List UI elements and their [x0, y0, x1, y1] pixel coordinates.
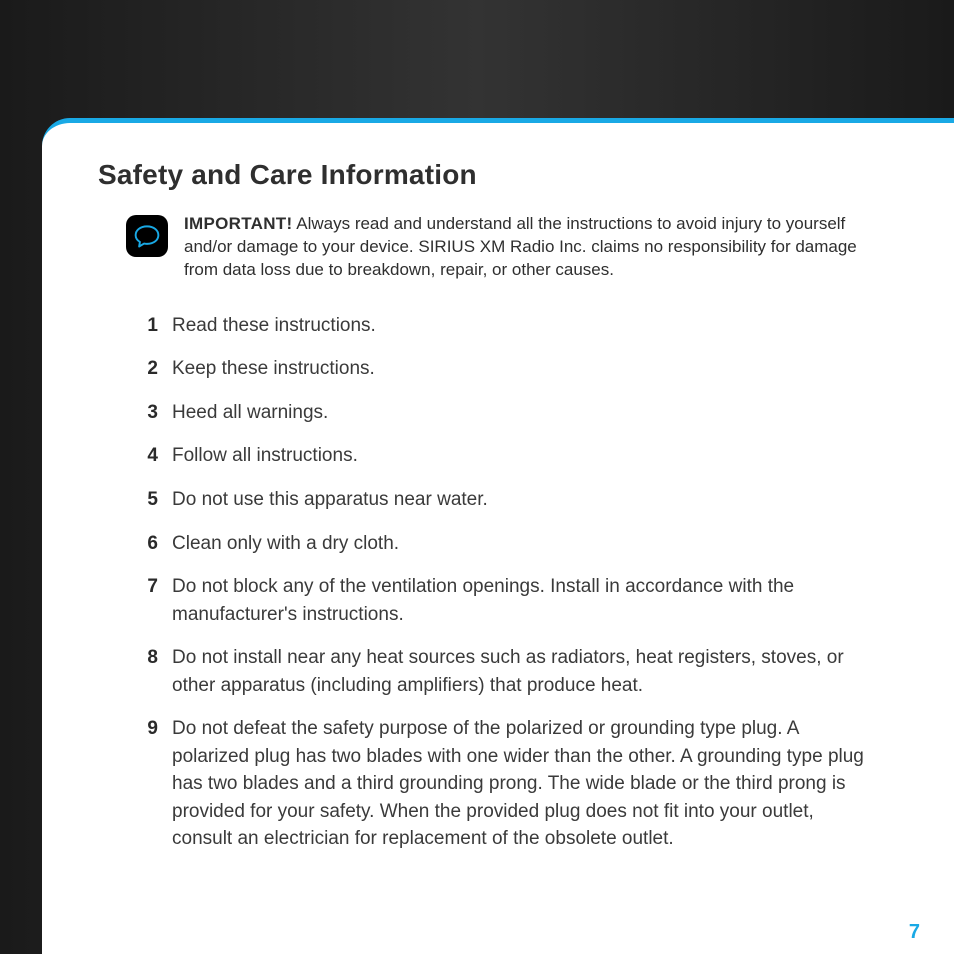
instruction-item: Do not use this apparatus near water. — [134, 486, 874, 514]
instruction-item: Read these instructions. — [134, 312, 874, 340]
instruction-item: Do not defeat the safety purpose of the … — [134, 715, 874, 853]
instruction-item: Keep these instructions. — [134, 355, 874, 383]
important-label: IMPORTANT! — [184, 214, 292, 233]
important-callout: IMPORTANT! Always read and understand al… — [98, 213, 894, 282]
page-number: 7 — [909, 921, 920, 944]
speech-bubble-icon — [126, 215, 168, 257]
important-text: IMPORTANT! Always read and understand al… — [184, 213, 888, 282]
instruction-item: Do not block any of the ventilation open… — [134, 573, 874, 628]
instruction-item: Follow all instructions. — [134, 442, 874, 470]
document-page: Safety and Care Information IMPORTANT! A… — [42, 118, 954, 954]
instruction-list: Read these instructions. Keep these instr… — [98, 312, 894, 853]
instruction-item: Do not install near any heat sources suc… — [134, 644, 874, 699]
page-title: Safety and Care Information — [98, 159, 894, 191]
instruction-item: Clean only with a dry cloth. — [134, 530, 874, 558]
instruction-item: Heed all warnings. — [134, 399, 874, 427]
